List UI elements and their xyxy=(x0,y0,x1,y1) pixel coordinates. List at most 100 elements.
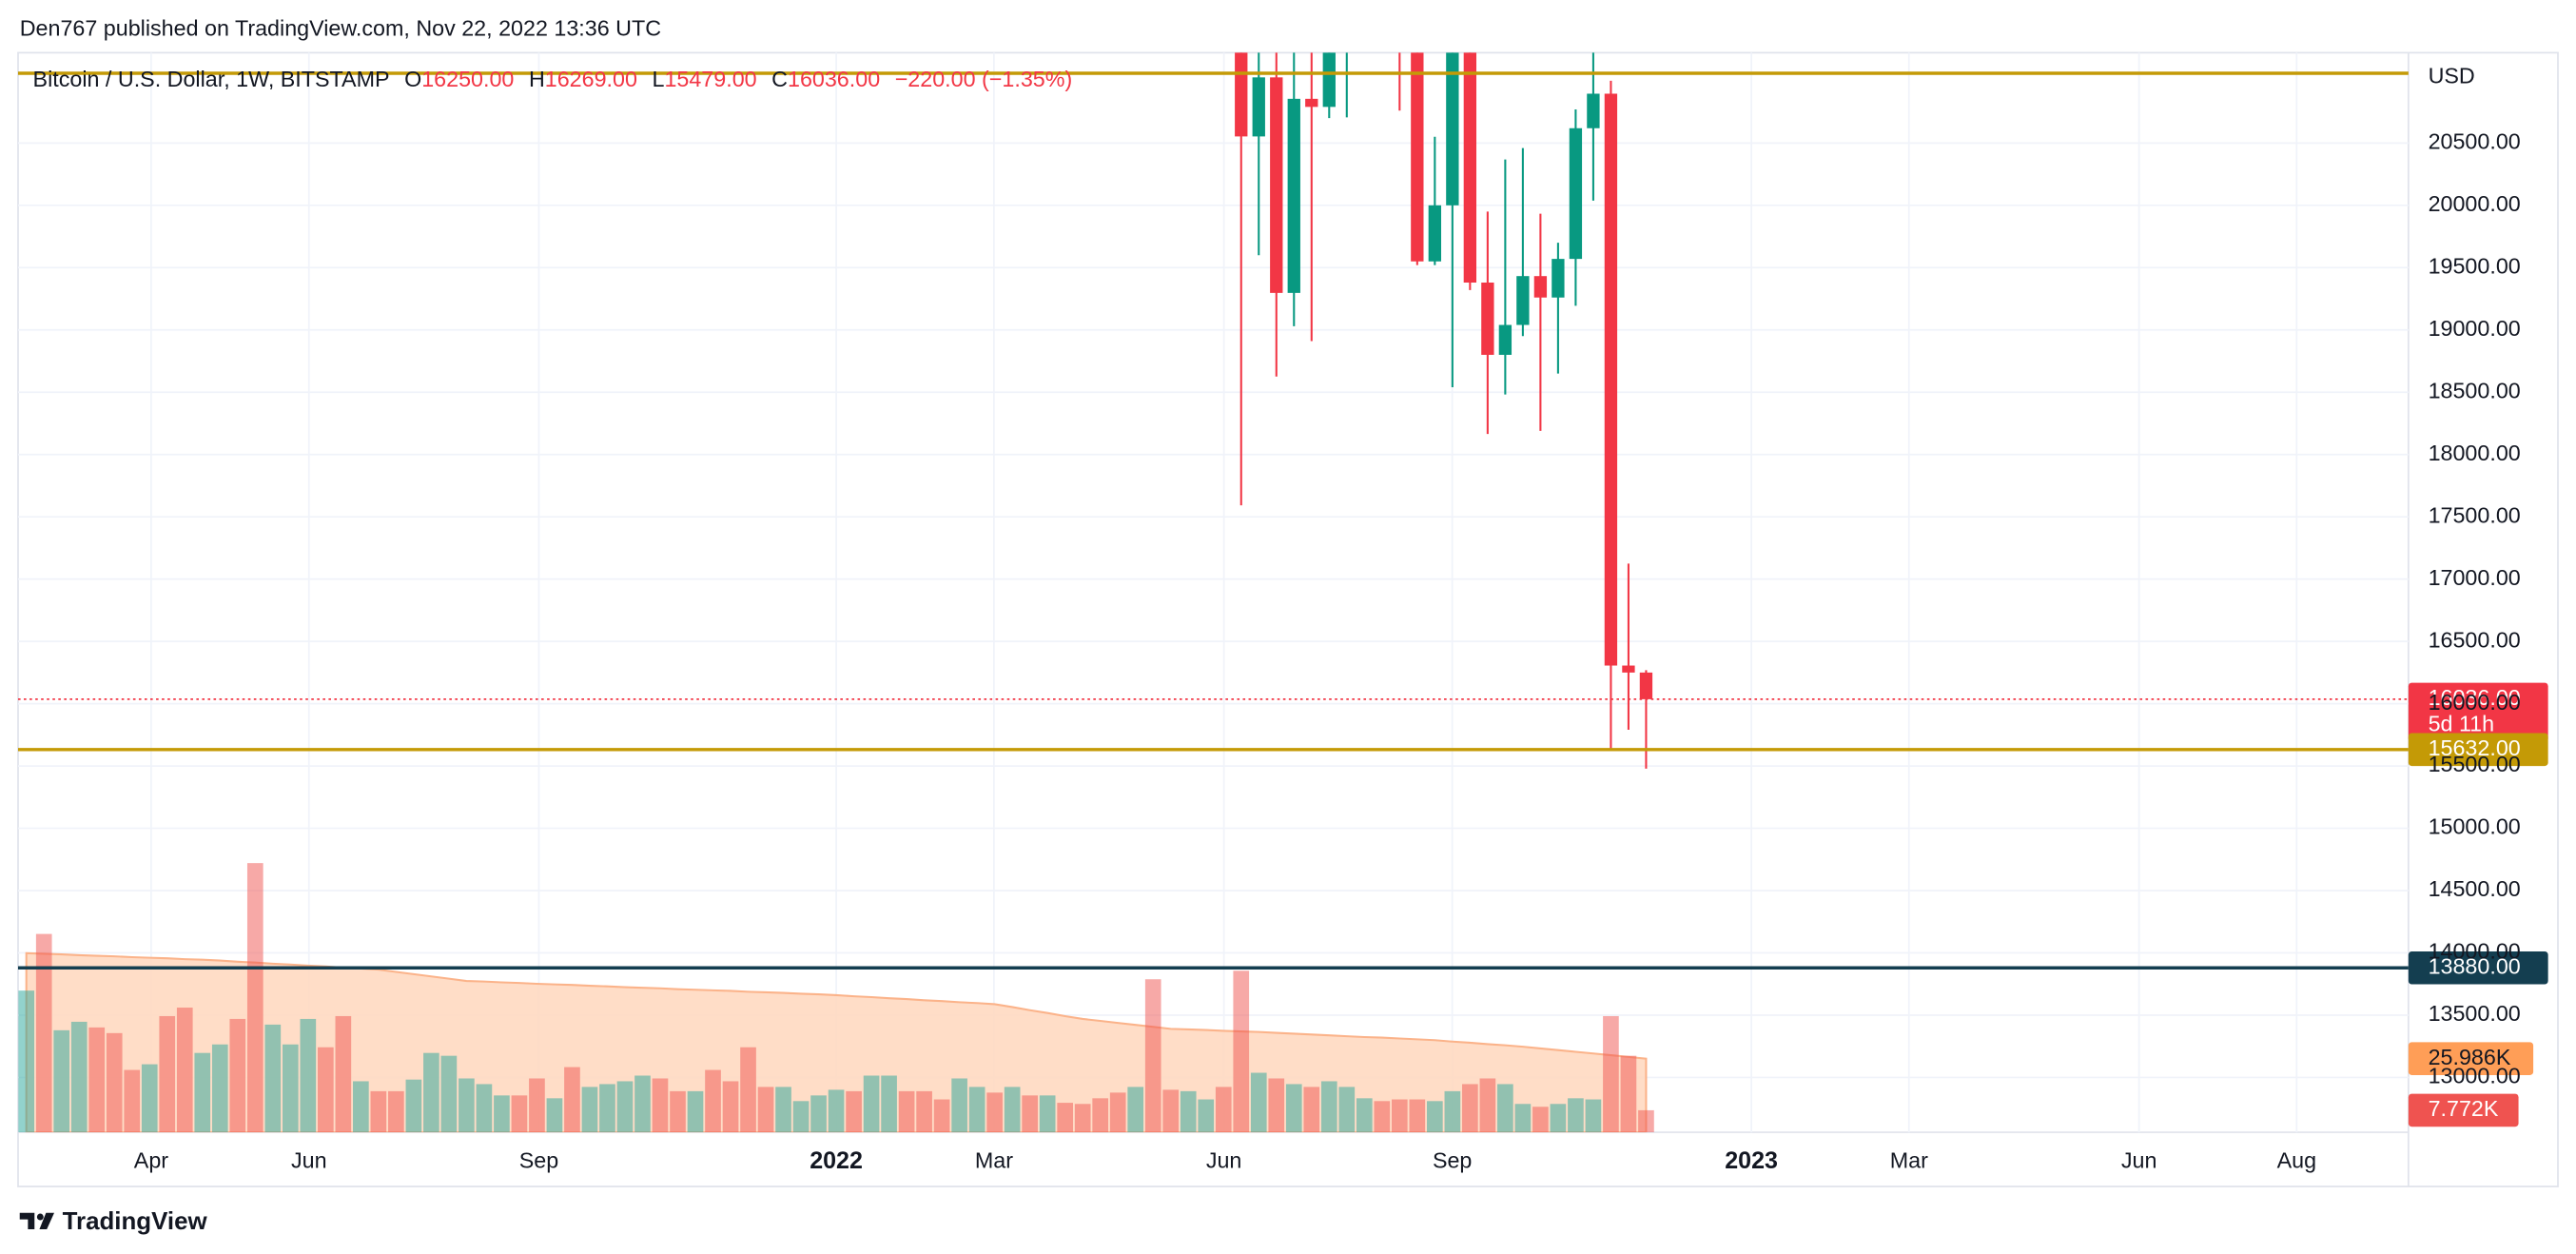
volume-ma-label-box xyxy=(2408,1042,2534,1075)
candle-body xyxy=(1305,98,1318,108)
volume-bar xyxy=(1057,1103,1074,1133)
change: −220.00 (−1.35%) xyxy=(895,67,1073,91)
candle-body xyxy=(1533,276,1548,298)
volume-bar xyxy=(846,1090,862,1133)
volume-bar xyxy=(1585,1099,1602,1133)
candle-body xyxy=(1639,672,1653,699)
volume-bar xyxy=(1320,1081,1337,1133)
volume-bar xyxy=(564,1067,580,1133)
volume-bar xyxy=(440,1055,458,1133)
candle-body xyxy=(1287,98,1300,293)
x-tick-label: 2023 xyxy=(1725,1147,1778,1174)
volume-bar xyxy=(740,1047,756,1133)
volume-bar xyxy=(53,1029,70,1133)
volume-bar xyxy=(1374,1101,1391,1133)
y-tick-label: 14000.00 xyxy=(2429,939,2521,964)
volume-bar xyxy=(792,1101,810,1133)
y-tick-label: 13000.00 xyxy=(2429,1064,2521,1088)
volume-bar xyxy=(1180,1090,1197,1133)
volume-bar xyxy=(211,1044,228,1133)
volume-bar xyxy=(1462,1084,1478,1133)
volume-bar xyxy=(986,1092,1003,1133)
volume-bar xyxy=(1338,1087,1356,1133)
volume-bar xyxy=(35,933,52,1133)
ohlc-key: H xyxy=(529,67,545,91)
ohlc-value: 16250.00 xyxy=(421,67,514,91)
candle-body xyxy=(1551,259,1565,298)
x-tick-label: Mar xyxy=(1890,1147,1928,1172)
ohlc-key: L xyxy=(652,67,664,91)
candle-body xyxy=(1428,205,1442,262)
y-tick-label: 16000.00 xyxy=(2429,690,2521,715)
volume-bar xyxy=(1092,1098,1109,1133)
x-tick-label: Mar xyxy=(975,1147,1013,1172)
volume-bar xyxy=(1603,1015,1619,1133)
volume-bar xyxy=(529,1078,545,1133)
logo-shape xyxy=(19,1212,35,1229)
x-tick-label: Aug xyxy=(2277,1147,2316,1172)
candle-body xyxy=(1322,52,1336,108)
volume-bar xyxy=(1550,1104,1567,1133)
symbol: Bitcoin / U.S. Dollar, 1W, BITSTAMP xyxy=(33,67,390,91)
volume-bar xyxy=(1479,1078,1496,1133)
x-tick-label: 2022 xyxy=(810,1147,863,1174)
volume-bar xyxy=(705,1069,721,1133)
volume-bar xyxy=(353,1081,369,1133)
y-tick-label: 17000.00 xyxy=(2429,565,2521,590)
y-tick-label: 17500.00 xyxy=(2429,502,2521,527)
y-tick-label: 14500.00 xyxy=(2429,876,2521,901)
volume-bar xyxy=(1427,1101,1443,1133)
volume-bar xyxy=(687,1090,704,1133)
volume-bar xyxy=(1250,1072,1267,1133)
volume-bar xyxy=(616,1081,634,1133)
volume-bar xyxy=(968,1087,986,1133)
volume-bar xyxy=(1039,1095,1056,1133)
volume-bar xyxy=(159,1015,176,1133)
x-tick-label: Sep xyxy=(519,1147,558,1172)
volume-bar xyxy=(1444,1090,1461,1133)
candle-body xyxy=(1411,52,1424,262)
chart-frame xyxy=(17,51,2559,1187)
y-tick-label: 15000.00 xyxy=(2429,814,2521,839)
volume-bar xyxy=(652,1078,669,1133)
candle-body xyxy=(1235,52,1248,137)
volume-bar xyxy=(176,1008,193,1133)
volume-bar xyxy=(18,990,35,1133)
volume-bar xyxy=(670,1090,686,1133)
x-tick-label: Jun xyxy=(2121,1147,2157,1172)
y-tick-label: 18000.00 xyxy=(2429,441,2521,465)
x-tick-label: Sep xyxy=(1433,1147,1472,1172)
volume-bar xyxy=(1198,1099,1215,1133)
brand: TradingView xyxy=(63,1208,208,1235)
candle-body xyxy=(1394,0,1406,16)
volume-bar xyxy=(775,1087,791,1133)
volume-bar xyxy=(1233,970,1250,1133)
volume-bar xyxy=(1285,1084,1302,1133)
price-label: 13880.00 xyxy=(2429,953,2521,978)
volume-bar xyxy=(124,1069,141,1133)
volume-bar xyxy=(1268,1078,1285,1133)
price-label: 15632.00 xyxy=(2429,735,2521,760)
candle-body xyxy=(1604,93,1618,666)
y-tick-label: 18500.00 xyxy=(2429,378,2521,402)
volume-bar xyxy=(722,1081,739,1133)
volume-bar xyxy=(88,1027,106,1133)
volume-bar xyxy=(141,1064,158,1133)
logo-dot xyxy=(36,1213,44,1221)
volume-bar xyxy=(1074,1104,1091,1133)
volume-bar xyxy=(194,1052,211,1133)
candle-body xyxy=(1481,282,1494,355)
volume-bar xyxy=(581,1087,598,1133)
volume-bar xyxy=(1022,1095,1038,1133)
volume-bar xyxy=(405,1079,422,1133)
volume-label: 7.772K xyxy=(2429,1096,2499,1121)
volume-bar xyxy=(828,1089,845,1133)
volume-bar xyxy=(898,1090,915,1133)
volume-bar xyxy=(599,1084,615,1133)
y-tick-label: 16500.00 xyxy=(2429,627,2521,652)
volume-bar xyxy=(1638,1109,1654,1133)
price-label-box xyxy=(2408,950,2548,985)
volume-bar xyxy=(1109,1092,1126,1133)
candle-body xyxy=(1622,665,1635,673)
